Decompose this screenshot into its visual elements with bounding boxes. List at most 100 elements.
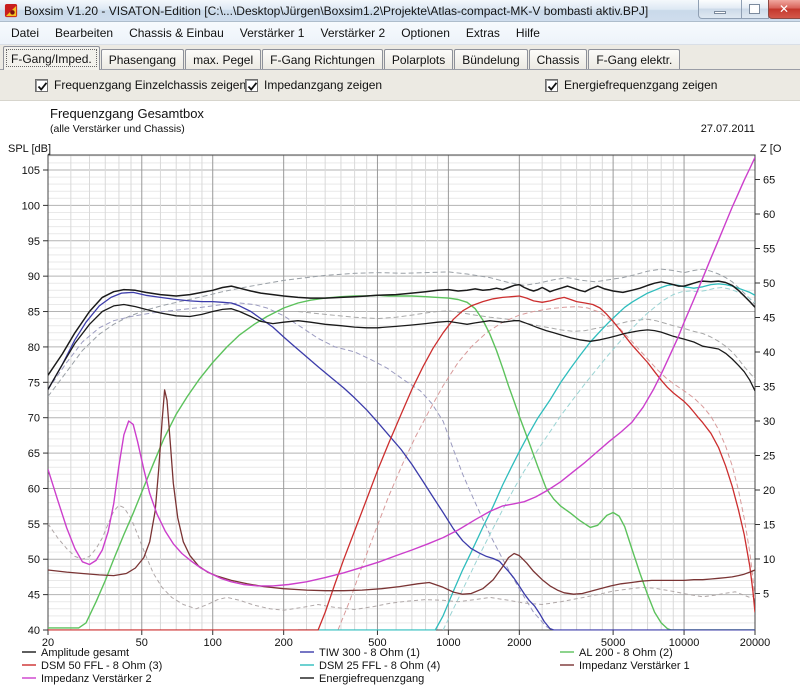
y-right-tick-label: 20 (763, 485, 775, 497)
check-icon (37, 81, 48, 91)
tab-f-gang-richtungen[interactable]: F-Gang Richtungen (262, 49, 383, 69)
checkbox-impedanzgang-box[interactable] (245, 78, 258, 92)
tab-max-pegel[interactable]: max. Pegel (185, 49, 262, 69)
legend-label: DSM 25 FFL - 8 Ohm (4) (319, 660, 440, 672)
y-right-tick-label: 35 (763, 382, 775, 394)
check-icon (547, 81, 558, 91)
boxsim-app-icon (4, 3, 18, 18)
y-left-tick-label: 50 (28, 554, 40, 566)
legend-label: Amplitude gesamt (41, 647, 129, 659)
legend-label: Energiefrequenzgang (319, 673, 424, 685)
x-tick-label: 20000 (740, 637, 771, 649)
legend-label: Impedanz Verstärker 1 (579, 660, 690, 672)
checkbox-frequenzgang-einzelchassis[interactable]: Frequenzgang Einzelchassis zeigen (35, 78, 246, 92)
chart-title: Frequenzgang Gesamtbox (50, 106, 204, 121)
tab-polarplots[interactable]: Polarplots (383, 49, 454, 69)
y-left-tick-label: 90 (28, 271, 40, 283)
y-right-tick-label: 15 (763, 520, 775, 532)
y-right-tick-label: 60 (763, 209, 775, 221)
legend-entry: DSM 50 FFL - 8 Ohm (3) (22, 660, 162, 672)
series-al200 (48, 294, 755, 631)
y-right-tick-label: 5 (763, 589, 769, 601)
series-energiefrequenzgang (48, 303, 755, 392)
y-right-tick-label: 45 (763, 313, 775, 325)
y-left-tick-label: 95 (28, 236, 40, 248)
y-right-axis-label: Z [O (760, 143, 782, 155)
close-icon: ✕ (779, 2, 790, 16)
x-tick-label: 5000 (601, 637, 625, 649)
chart-area: Frequenzgang Gesamtbox (alle Verstärker u… (0, 101, 800, 695)
tab-f-gang-elektr-[interactable]: F-Gang elektr. (588, 49, 681, 69)
x-tick-label: 50 (136, 637, 148, 649)
x-tick-label: 500 (368, 637, 386, 649)
x-tick-label: 1000 (436, 637, 460, 649)
series-energie-dash-dsm50 (337, 306, 755, 631)
menu-item-extras[interactable]: Extras (465, 26, 500, 40)
y-left-tick-label: 65 (28, 448, 40, 460)
y-left-tick-label: 60 (28, 483, 40, 495)
checkbox-energiefrequenzgang-box[interactable] (545, 78, 558, 92)
x-tick-label: 2000 (507, 637, 531, 649)
menu-item-chassis-einbau[interactable]: Chassis & Einbau (129, 26, 224, 40)
y-left-tick-label: 75 (28, 377, 40, 389)
y-right-tick-label: 25 (763, 451, 775, 463)
checkbox-frequenzgang-einzelchassis-box[interactable] (35, 78, 48, 92)
grid (47, 155, 756, 630)
chart-date: 27.07.2011 (701, 123, 755, 135)
menu-item-hilfe[interactable]: Hilfe (515, 26, 540, 40)
series-amplitude-gesamt (48, 280, 755, 376)
minimize-icon (714, 11, 726, 14)
tab-f-gang-imped-[interactable]: F-Gang/Imped. (3, 46, 100, 70)
series-energie-dash-low (48, 504, 755, 611)
series-tiw300 (48, 291, 755, 631)
tab-chassis[interactable]: Chassis (528, 49, 588, 69)
legend-entry: Impedanz Verstärker 1 (560, 660, 690, 672)
y-left-tick-label: 105 (22, 165, 40, 177)
check-icon (247, 81, 258, 91)
series-dsm25-fll (298, 283, 755, 631)
maximize-button[interactable] (741, 0, 769, 19)
checkbox-impedanzgang[interactable]: Impedanzgang zeigen (245, 78, 382, 92)
menu-item-verst-rker-2[interactable]: Verstärker 2 (320, 26, 386, 40)
y-left-tick-label: 45 (28, 590, 40, 602)
menu-item-verst-rker-1[interactable]: Verstärker 1 (239, 26, 305, 40)
y-right-tick-label: 65 (763, 175, 775, 187)
series-energie-dash-gesamt (48, 268, 755, 397)
checkbox-energiefrequenzgang-label: Energiefrequenzgang zeigen (564, 78, 718, 92)
legend-label: Impedanz Verstärker 2 (41, 673, 152, 685)
title-bar: Boxsim V1.20 - VISATON-Edition [C:\...\D… (0, 0, 800, 22)
minimize-button[interactable] (698, 0, 742, 19)
options-bar: Frequenzgang Einzelchassis zeigen Impedan… (0, 70, 800, 101)
legend-entry: Impedanz Verstärker 2 (22, 673, 152, 685)
y-left-tick-label: 40 (28, 625, 40, 637)
menu-item-bearbeiten[interactable]: Bearbeiten (55, 26, 114, 40)
checkbox-energiefrequenzgang[interactable]: Energiefrequenzgang zeigen (545, 78, 717, 92)
x-tick-label: 10000 (669, 637, 700, 649)
y-left-tick-label: 55 (28, 519, 40, 531)
window-controls: ✕ (698, 0, 800, 19)
tab-strip: F-Gang/Imped. Phasengang max. Pegel F-Gang … (0, 45, 800, 70)
series-impedanz-verstaerker-2 (48, 157, 755, 587)
legend-label: TIW 300 - 8 Ohm (1) (319, 647, 420, 659)
y-left-tick-label: 100 (22, 200, 40, 212)
tab-b-ndelung[interactable]: Bündelung (454, 49, 528, 69)
menu-item-optionen[interactable]: Optionen (401, 26, 450, 40)
checkbox-frequenzgang-einzelchassis-label: Frequenzgang Einzelchassis zeigen (54, 78, 247, 92)
y-right-tick-label: 30 (763, 416, 775, 428)
y-right-tick-label: 50 (763, 278, 775, 290)
y-left-tick-label: 70 (28, 413, 40, 425)
legend-entry: DSM 25 FFL - 8 Ohm (4) (300, 660, 440, 672)
y-right-tick-label: 40 (763, 347, 775, 359)
series-dsm50-ffl (48, 295, 755, 631)
tab-phasengang[interactable]: Phasengang (100, 49, 185, 69)
x-tick-label: 20 (42, 637, 54, 649)
legend-entry: AL 200 - 8 Ohm (2) (560, 647, 673, 659)
series-energie-dash-dsm25 (442, 287, 755, 631)
legend-entry: TIW 300 - 8 Ohm (1) (300, 647, 420, 659)
legend-label: DSM 50 FFL - 8 Ohm (3) (41, 660, 162, 672)
legend-entry: Amplitude gesamt (22, 647, 129, 659)
window-title: Boxsim V1.20 - VISATON-Edition [C:\...\D… (24, 3, 649, 18)
menu-item-datei[interactable]: Datei (11, 26, 40, 40)
close-button[interactable]: ✕ (768, 0, 800, 19)
